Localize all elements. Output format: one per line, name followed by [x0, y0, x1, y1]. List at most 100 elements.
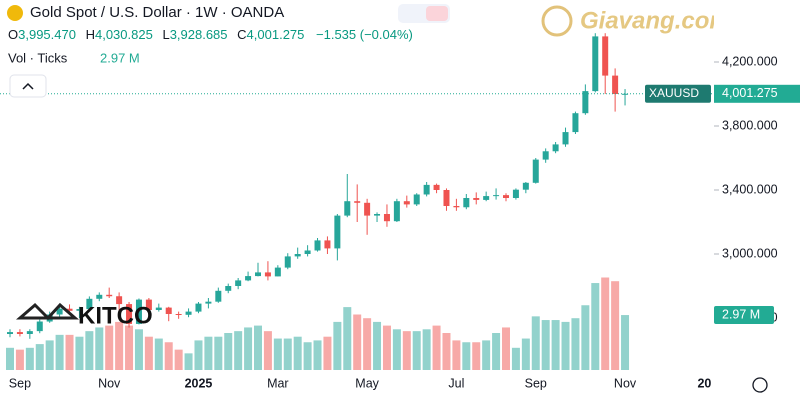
candle-body [552, 144, 559, 152]
candle-body [522, 182, 529, 190]
volume-bar [45, 340, 54, 370]
volume-bar [55, 334, 64, 370]
volume-bar [472, 342, 481, 370]
volume-bar [214, 336, 223, 370]
candle-body [433, 184, 440, 190]
candle-body [106, 294, 113, 297]
y-tick-label: 3,400.000 [722, 182, 778, 196]
settings-icon[interactable] [752, 377, 768, 393]
candle-body [56, 308, 63, 315]
volume-bar [303, 342, 312, 370]
y-tick-label: 4,200.000 [722, 54, 778, 68]
volume-bar [224, 333, 233, 370]
volume-label: 2.97 M [722, 307, 760, 321]
volume-bar [333, 321, 342, 370]
candle-body [393, 201, 400, 222]
ohlc-row: O3,995.470 H4,030.825 L3,928.685 C4,001.… [8, 27, 413, 42]
volume-bar [392, 329, 401, 370]
volume-bar [105, 325, 114, 370]
candle-body [86, 298, 93, 310]
price-badge [714, 84, 800, 103]
volume-bar [373, 321, 382, 370]
volume-badge [714, 306, 774, 325]
x-tick-label: 20 [697, 376, 711, 390]
volume-bar [15, 349, 24, 370]
candle-body [225, 286, 232, 291]
candle-body [374, 214, 381, 216]
volume-bar [244, 327, 253, 370]
candle-body [235, 280, 242, 286]
candle-body [413, 194, 420, 205]
volume-bar [65, 334, 74, 370]
toggle-active[interactable] [426, 6, 448, 21]
volume-bar [95, 327, 104, 370]
candle-body [205, 301, 212, 304]
volume-name: Vol · Ticks [8, 50, 68, 65]
candle-body [622, 93, 629, 95]
price-label: 4,001.275 [722, 86, 778, 100]
site-watermark: Giavang.com [580, 7, 731, 34]
candle-body [383, 214, 390, 222]
candle-body [16, 332, 23, 334]
volume-bar [313, 340, 322, 370]
x-tick-label: Sep [9, 376, 31, 390]
volume-bar [412, 331, 421, 370]
x-tick-label: Sep [525, 376, 547, 390]
open-value: 3,995.470 [18, 27, 76, 42]
title: Gold Spot / U.S. Dollar · 1W · OANDA [30, 4, 284, 21]
candle-body [274, 267, 281, 277]
collapse-button[interactable] [9, 74, 47, 98]
x-tick-label: Jul [448, 376, 464, 390]
candle-body [264, 272, 271, 277]
candle-body [7, 332, 13, 334]
o-letter: O [8, 27, 18, 42]
y-tick-label: 3,000.000 [722, 246, 778, 260]
volume-bar [561, 321, 570, 370]
volume-bar [254, 325, 262, 370]
candle-body [483, 196, 490, 200]
volume-bar [462, 342, 471, 370]
candle-body [96, 294, 103, 299]
x-tick-label: Nov [614, 376, 637, 390]
volume-bar [234, 331, 243, 370]
volume-bar [551, 320, 560, 370]
volume-bar [621, 315, 630, 370]
volume-bar [432, 325, 441, 370]
volume-bar [115, 321, 124, 370]
volume-bar [571, 318, 580, 370]
volume-bar [611, 281, 620, 370]
symbol-icon [7, 5, 23, 21]
candle-body [582, 91, 589, 114]
candle-body [116, 296, 123, 305]
volume-bar [452, 340, 461, 370]
kitco-watermark: KITCO [78, 302, 153, 329]
y-tick-label: 3,800.000 [722, 118, 778, 132]
volume-bar [184, 353, 193, 370]
candle-body [165, 307, 172, 314]
volume-bar [482, 340, 491, 370]
candle-body [245, 276, 252, 281]
candle-body [26, 331, 33, 334]
candle-body [602, 36, 609, 76]
candle-body [195, 303, 202, 312]
candle-body [403, 201, 410, 205]
candle-body [314, 240, 321, 251]
candle-body [473, 198, 480, 200]
candle-body [66, 308, 73, 311]
candle-body [135, 299, 142, 324]
volume-bar [502, 327, 510, 370]
l-letter: L [162, 27, 169, 42]
volume-bar [521, 338, 530, 370]
candle-body [344, 201, 351, 216]
volume-bar [6, 347, 14, 370]
candle-body [324, 240, 331, 249]
candle-body [175, 314, 182, 315]
volume-bar [363, 318, 372, 370]
candle-body [493, 195, 500, 197]
volume-bar [353, 314, 362, 370]
volume-bar [422, 329, 431, 370]
volume-bar [343, 307, 352, 370]
candle-body [304, 250, 311, 254]
volume-bar [194, 340, 203, 370]
